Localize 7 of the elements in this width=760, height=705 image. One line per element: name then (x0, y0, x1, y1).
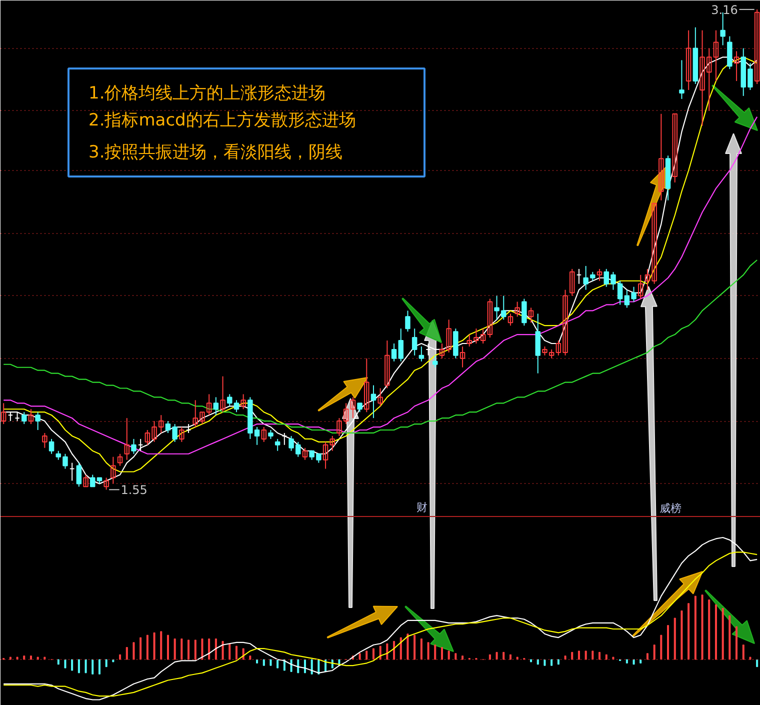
annotation: 1.55 (120, 483, 148, 498)
annotation: 财 (416, 501, 428, 514)
annotation: 2.指标macd的右上方发散形态进场 (88, 110, 356, 130)
annotation: 威榜 (660, 502, 682, 515)
annotation: 3.16 (711, 2, 738, 17)
annotation: 3.按照共振进场，看淡阳线，阴线 (88, 142, 343, 162)
annotation: 1.价格均线上方的上涨形态进场 (88, 84, 326, 104)
